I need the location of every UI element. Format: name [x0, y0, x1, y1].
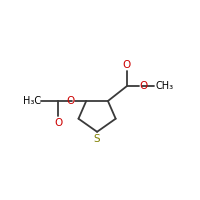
Text: O: O [54, 118, 62, 128]
Text: O: O [140, 81, 148, 91]
Text: O: O [66, 96, 74, 106]
Text: CH₃: CH₃ [155, 81, 173, 91]
Text: S: S [94, 134, 100, 144]
Text: H₃C: H₃C [23, 96, 41, 106]
Text: O: O [122, 60, 131, 70]
